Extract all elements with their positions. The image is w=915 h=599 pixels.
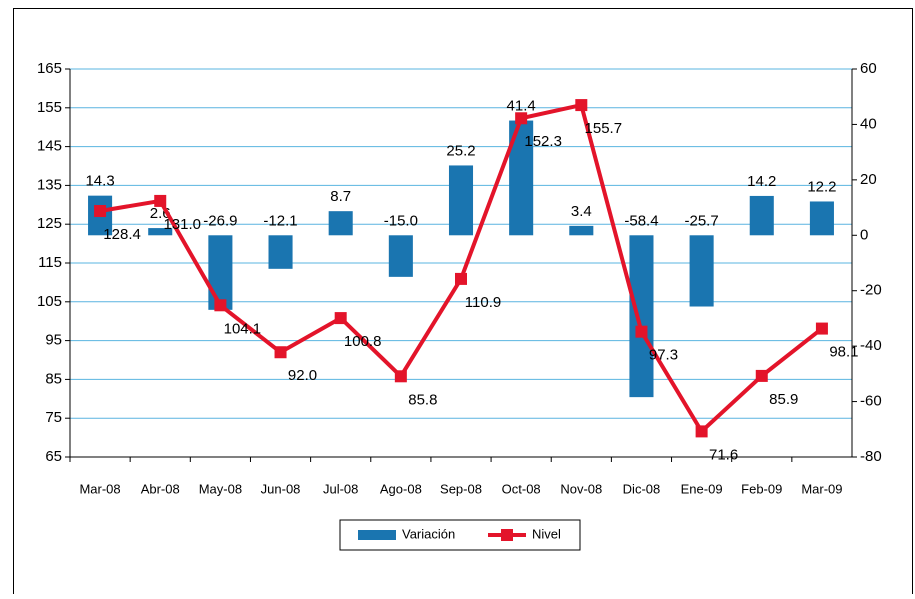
y-tick-label: 115 xyxy=(38,254,62,271)
line-value-label: 97.3 xyxy=(649,347,678,364)
line-marker xyxy=(575,99,588,112)
line-marker xyxy=(695,425,708,438)
line-value-label: 155.7 xyxy=(585,120,623,137)
bar xyxy=(268,235,293,269)
x-tick-label: Sep-08 xyxy=(440,481,482,496)
line-value-label: 92.0 xyxy=(288,367,317,384)
x-tick-label: Ago-08 xyxy=(380,481,422,496)
line-marker xyxy=(214,299,227,312)
line-value-label: 85.9 xyxy=(769,391,798,408)
bar-value-label: -58.4 xyxy=(624,212,658,229)
y2-tick-label: -20 xyxy=(860,282,882,299)
bar-value-label: -12.1 xyxy=(263,212,297,229)
x-tick-label: Mar-09 xyxy=(801,481,842,496)
bar-value-label: -25.7 xyxy=(685,212,719,229)
legend-label: Variación xyxy=(402,526,455,541)
y-tick-label: 95 xyxy=(45,332,62,349)
x-tick-label: Nov-08 xyxy=(560,481,602,496)
y-tick-label: 65 xyxy=(45,448,62,465)
line-value-label: 104.1 xyxy=(224,320,262,337)
bar xyxy=(569,225,594,236)
y2-tick-label: -80 xyxy=(860,448,882,465)
legend-label: Nivel xyxy=(532,526,561,541)
x-tick-label: May-08 xyxy=(199,481,242,496)
y-tick-label: 145 xyxy=(37,138,62,155)
line-marker xyxy=(635,325,648,338)
x-tick-label: Jul-08 xyxy=(323,481,358,496)
bar xyxy=(208,235,233,310)
bar xyxy=(388,235,413,277)
line-value-label: 152.3 xyxy=(524,133,562,150)
line-marker xyxy=(455,272,467,285)
x-tick-label: Jun-08 xyxy=(261,481,301,496)
line-value-label: 85.8 xyxy=(408,391,437,408)
y-tick-label: 75 xyxy=(45,409,62,426)
line-marker xyxy=(154,194,167,207)
bar xyxy=(629,235,654,398)
chart-frame xyxy=(13,8,913,599)
bar-value-label: 12.2 xyxy=(807,178,836,195)
line-value-label: 71.6 xyxy=(709,446,738,463)
line-marker xyxy=(515,112,528,125)
y-tick-label: 105 xyxy=(37,293,62,310)
y2-tick-label: 20 xyxy=(860,171,877,188)
y-tick-label: 85 xyxy=(45,370,62,387)
bar-value-label: 25.2 xyxy=(446,142,475,159)
legend-swatch-marker xyxy=(501,529,513,541)
line-marker xyxy=(755,369,768,382)
x-tick-label: Dic-08 xyxy=(623,481,661,496)
line-value-label: 100.8 xyxy=(344,333,382,350)
legend-swatch xyxy=(358,530,396,540)
line-marker xyxy=(334,312,347,325)
bar xyxy=(689,235,714,307)
line-marker xyxy=(394,370,407,383)
line-marker xyxy=(815,322,828,335)
bar-value-label: 14.2 xyxy=(747,173,776,190)
y2-tick-label: -60 xyxy=(860,393,882,410)
bar-value-label: 41.4 xyxy=(507,98,536,115)
y2-tick-label: 40 xyxy=(860,115,877,132)
line-marker xyxy=(94,205,107,218)
y-tick-label: 165 xyxy=(37,60,62,77)
line-value-label: 128.4 xyxy=(103,226,141,243)
bar xyxy=(148,228,173,236)
x-tick-label: Ene-09 xyxy=(681,481,723,496)
bar xyxy=(809,201,834,236)
x-tick-label: Feb-09 xyxy=(741,481,782,496)
bar-value-label: 3.4 xyxy=(571,203,592,220)
y2-tick-label: -40 xyxy=(860,337,882,354)
bar-value-label: -15.0 xyxy=(384,212,418,229)
bar-value-label: 8.7 xyxy=(330,188,351,205)
x-tick-label: Oct-08 xyxy=(502,481,541,496)
bar xyxy=(448,165,474,236)
bar-value-label: -26.9 xyxy=(203,212,237,229)
line-marker xyxy=(274,346,287,359)
bar-value-label: 14.3 xyxy=(85,173,114,190)
y2-tick-label: 60 xyxy=(860,60,877,77)
bar xyxy=(749,195,774,236)
x-tick-label: Abr-08 xyxy=(141,481,180,496)
y-tick-label: 155 xyxy=(37,99,62,116)
line-value-label: 98.1 xyxy=(829,344,858,361)
bar xyxy=(328,211,353,236)
y2-tick-label: 0 xyxy=(860,226,868,243)
x-tick-label: Mar-08 xyxy=(79,481,120,496)
y-tick-label: 125 xyxy=(37,215,62,232)
line-value-label: 110.9 xyxy=(465,294,501,311)
y-tick-label: 135 xyxy=(37,176,62,193)
line-value-label: 131.0 xyxy=(163,216,201,233)
